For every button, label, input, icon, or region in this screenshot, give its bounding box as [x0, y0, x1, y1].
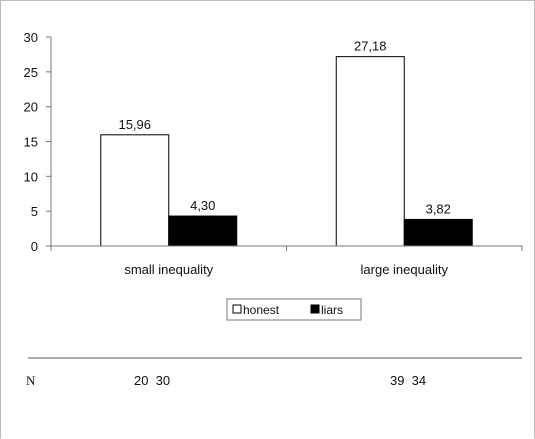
y-tick-label: 10 — [24, 169, 38, 184]
legend-label-liars: liars — [321, 303, 343, 317]
legend-box — [226, 298, 362, 321]
y-tick-label: 20 — [24, 100, 38, 115]
legend-swatch-honest — [232, 304, 242, 314]
data-labels: 15,96 4,30 27,18 3,82 — [118, 39, 450, 217]
y-axis-ticks: 0 5 10 15 20 25 30 — [24, 30, 51, 254]
bar-liars — [168, 215, 238, 247]
data-label-honest: 27,18 — [354, 39, 387, 54]
y-tick-label: 25 — [24, 65, 38, 80]
n-values-large-inequality: 39 34 — [390, 373, 426, 388]
y-tick-label: 15 — [24, 135, 38, 150]
data-label-honest: 15,96 — [118, 117, 151, 132]
legend-swatch-liars — [310, 304, 320, 314]
x-category-label: large inequality — [361, 262, 449, 277]
x-category-label: small inequality — [124, 262, 213, 277]
data-label-liars: 3,82 — [426, 201, 451, 216]
n-row-label: N — [26, 373, 36, 388]
y-tick-label: 30 — [24, 30, 38, 45]
bar-honest — [100, 134, 170, 247]
n-values-small-inequality: 20 30 — [134, 373, 170, 388]
legend-label-honest: honest — [243, 303, 280, 317]
bar-honest — [335, 56, 405, 247]
bars — [100, 56, 473, 247]
data-label-liars: 4,30 — [190, 198, 215, 213]
y-tick-label: 0 — [31, 239, 38, 254]
y-tick-label: 5 — [31, 204, 38, 219]
x-axis-categories: small inequality large inequality — [50, 246, 523, 277]
bar-liars — [403, 218, 473, 247]
legend: honest liars — [226, 298, 362, 321]
